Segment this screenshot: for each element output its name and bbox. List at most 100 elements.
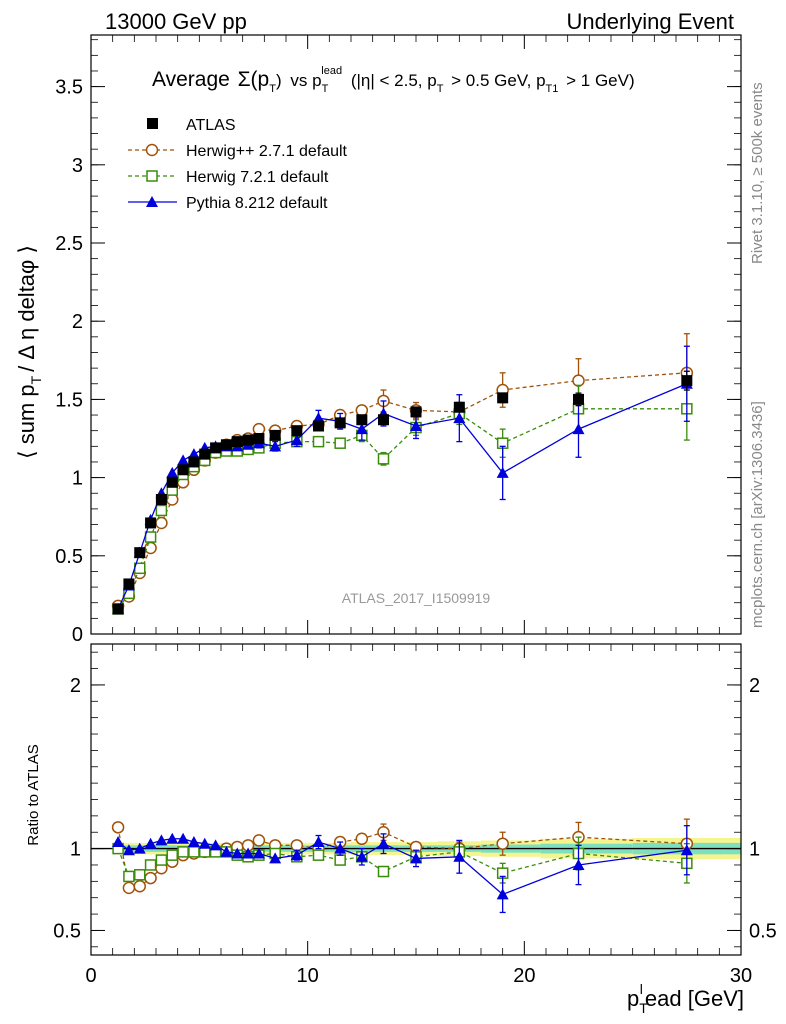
legend-entry-herwig7: Herwig 7.2.1 default <box>128 169 329 186</box>
title-vs-sup: lead <box>321 65 342 77</box>
main-point-herwig7 <box>144 531 157 543</box>
main-point-atlas <box>210 442 222 454</box>
main-axes: 0 0.5 1 1.5 2 2.5 3 3.5 <box>55 34 742 646</box>
ratio-point-herwig7 <box>377 865 390 878</box>
main-y-tick-label: 3 <box>72 155 83 177</box>
main-point-pythia <box>572 423 585 435</box>
main-point-atlas <box>188 456 200 468</box>
ratio-point-pythia <box>122 844 135 856</box>
ratio-y-tick-label-right: 0.5 <box>749 920 777 942</box>
mcplots-label: mcplots.cern.ch [arXiv:1306.3436] <box>749 401 766 628</box>
rivet-label: Rivet 3.1.10, ≥ 500k events <box>749 82 766 264</box>
ratio-point-herwig7 <box>166 849 178 861</box>
main-point-atlas <box>242 434 254 446</box>
title-vs-sub: T <box>322 83 329 95</box>
main-point-atlas <box>453 401 465 413</box>
main-point-pythia <box>453 412 466 424</box>
ratio-point-herwig7 <box>123 870 135 883</box>
main-panel: 0 0.5 1 1.5 2 2.5 3 3.5 ATLAS_2017_I1509919 Ave… <box>14 34 742 646</box>
ratio-point-pythia <box>242 847 255 859</box>
title-prefix: Average <box>152 68 230 91</box>
ratio-point-pythia <box>177 832 190 844</box>
ratio-point-pythia <box>133 842 146 854</box>
x-label-sup: l <box>640 981 643 997</box>
main-point-pythia <box>187 448 200 460</box>
main-point-atlas <box>497 392 509 404</box>
ratio-point-herwig7 <box>144 859 157 871</box>
x-label-a: p <box>627 986 639 1011</box>
main-point-atlas <box>155 493 167 505</box>
ratio-y-tick-label-left: 0.5 <box>53 920 81 942</box>
main-point-atlas <box>573 393 584 405</box>
ratio-y-tick-label-right: 2 <box>749 675 760 697</box>
title-cuts-1: (|η| < 2.5, p <box>351 71 437 90</box>
main-point-herwig7 <box>155 504 168 517</box>
ratio-point-pythia <box>290 849 303 861</box>
main-point-pythia <box>355 423 368 435</box>
energy-label: 13000 GeV pp <box>105 9 247 34</box>
main-point-pythia <box>496 466 509 478</box>
main-series-herwigpp <box>111 333 694 613</box>
ratio-point-herwigpp <box>111 821 125 834</box>
main-y-tick-label: 2.5 <box>55 233 83 255</box>
main-point-herwig7 <box>312 435 325 448</box>
main-point-herwigpp <box>144 541 157 555</box>
main-point-atlas <box>123 578 135 590</box>
ratio-axes: 0.5 0.51 12 20 10 20 30 <box>53 643 777 987</box>
main-point-herwigpp <box>355 404 369 417</box>
main-y-tick-label: 2 <box>72 311 83 333</box>
main-point-atlas <box>253 433 265 445</box>
main-line-pythia <box>117 383 688 610</box>
ratio-point-herwig7 <box>134 869 146 881</box>
main-point-atlas <box>220 439 232 451</box>
legend-entry-atlas: ATLAS <box>147 117 236 134</box>
ratio-panel: 0.5 0.51 12 20 10 20 30 Ratio to ATLAS pTlead … <box>25 643 777 1016</box>
main-point-atlas <box>166 476 178 488</box>
analysis-id-label: ATLAS_2017_I1509919 <box>342 590 491 606</box>
ratio-point-pythia <box>312 836 325 848</box>
y-label-sub: T <box>28 375 44 384</box>
x-axis-label: pTlead [GeV] <box>627 981 744 1016</box>
main-point-atlas <box>291 425 303 437</box>
ratio-point-pythia <box>410 852 422 864</box>
x-label-b: ead [GeV] <box>645 986 744 1011</box>
main-point-atlas <box>410 406 422 418</box>
main-line-herwig7 <box>117 408 687 610</box>
ratio-point-pythia <box>269 852 282 864</box>
ratio-frame <box>90 643 742 956</box>
title-cuts-1-sub: T <box>437 83 444 95</box>
title-sigma-sub: T <box>269 83 276 95</box>
y-axis-label: ⟨ sum pT / Δ η deltaφ ⟩ <box>14 245 44 459</box>
ratio-point-pythia <box>355 850 368 862</box>
legend-label-herwig7: Herwig 7.2.1 default <box>186 169 329 186</box>
main-point-atlas <box>681 375 693 387</box>
main-series-pythia <box>112 345 693 614</box>
x-label-sub: T <box>639 1000 648 1016</box>
ratio-point-pythia <box>453 850 466 862</box>
main-point-pythia <box>290 434 303 446</box>
ratio-point-pythia <box>334 842 347 854</box>
legend-marker-atlas <box>147 118 158 129</box>
ratio-point-pythia <box>209 839 222 851</box>
x-tick-label: 20 <box>513 965 535 987</box>
main-point-atlas <box>231 436 243 448</box>
ratio-point-herwig7 <box>334 854 346 866</box>
ratio-y-tick-label-right: 1 <box>749 839 760 861</box>
ratio-series-layer <box>111 818 694 914</box>
legend-entry-pythia: Pythia 8.212 default <box>128 195 328 212</box>
title-sigma: Σ(p <box>238 68 270 91</box>
main-y-tick-label: 3.5 <box>55 77 83 99</box>
main-point-pythia <box>410 419 422 431</box>
ratio-point-herwig7 <box>312 849 325 861</box>
ratio-point-herwigpp <box>122 881 136 895</box>
main-point-herwig7 <box>377 453 390 465</box>
ratio-series-pythia <box>112 825 693 914</box>
main-point-atlas <box>313 420 324 432</box>
main-point-atlas <box>269 429 281 441</box>
ratio-point-pythia <box>252 847 265 859</box>
legend-marker-herwigpp <box>145 143 159 157</box>
y-label-b: / Δ η deltaφ ⟩ <box>14 245 39 372</box>
main-point-herwig7 <box>334 437 346 449</box>
main-point-atlas <box>334 417 346 429</box>
